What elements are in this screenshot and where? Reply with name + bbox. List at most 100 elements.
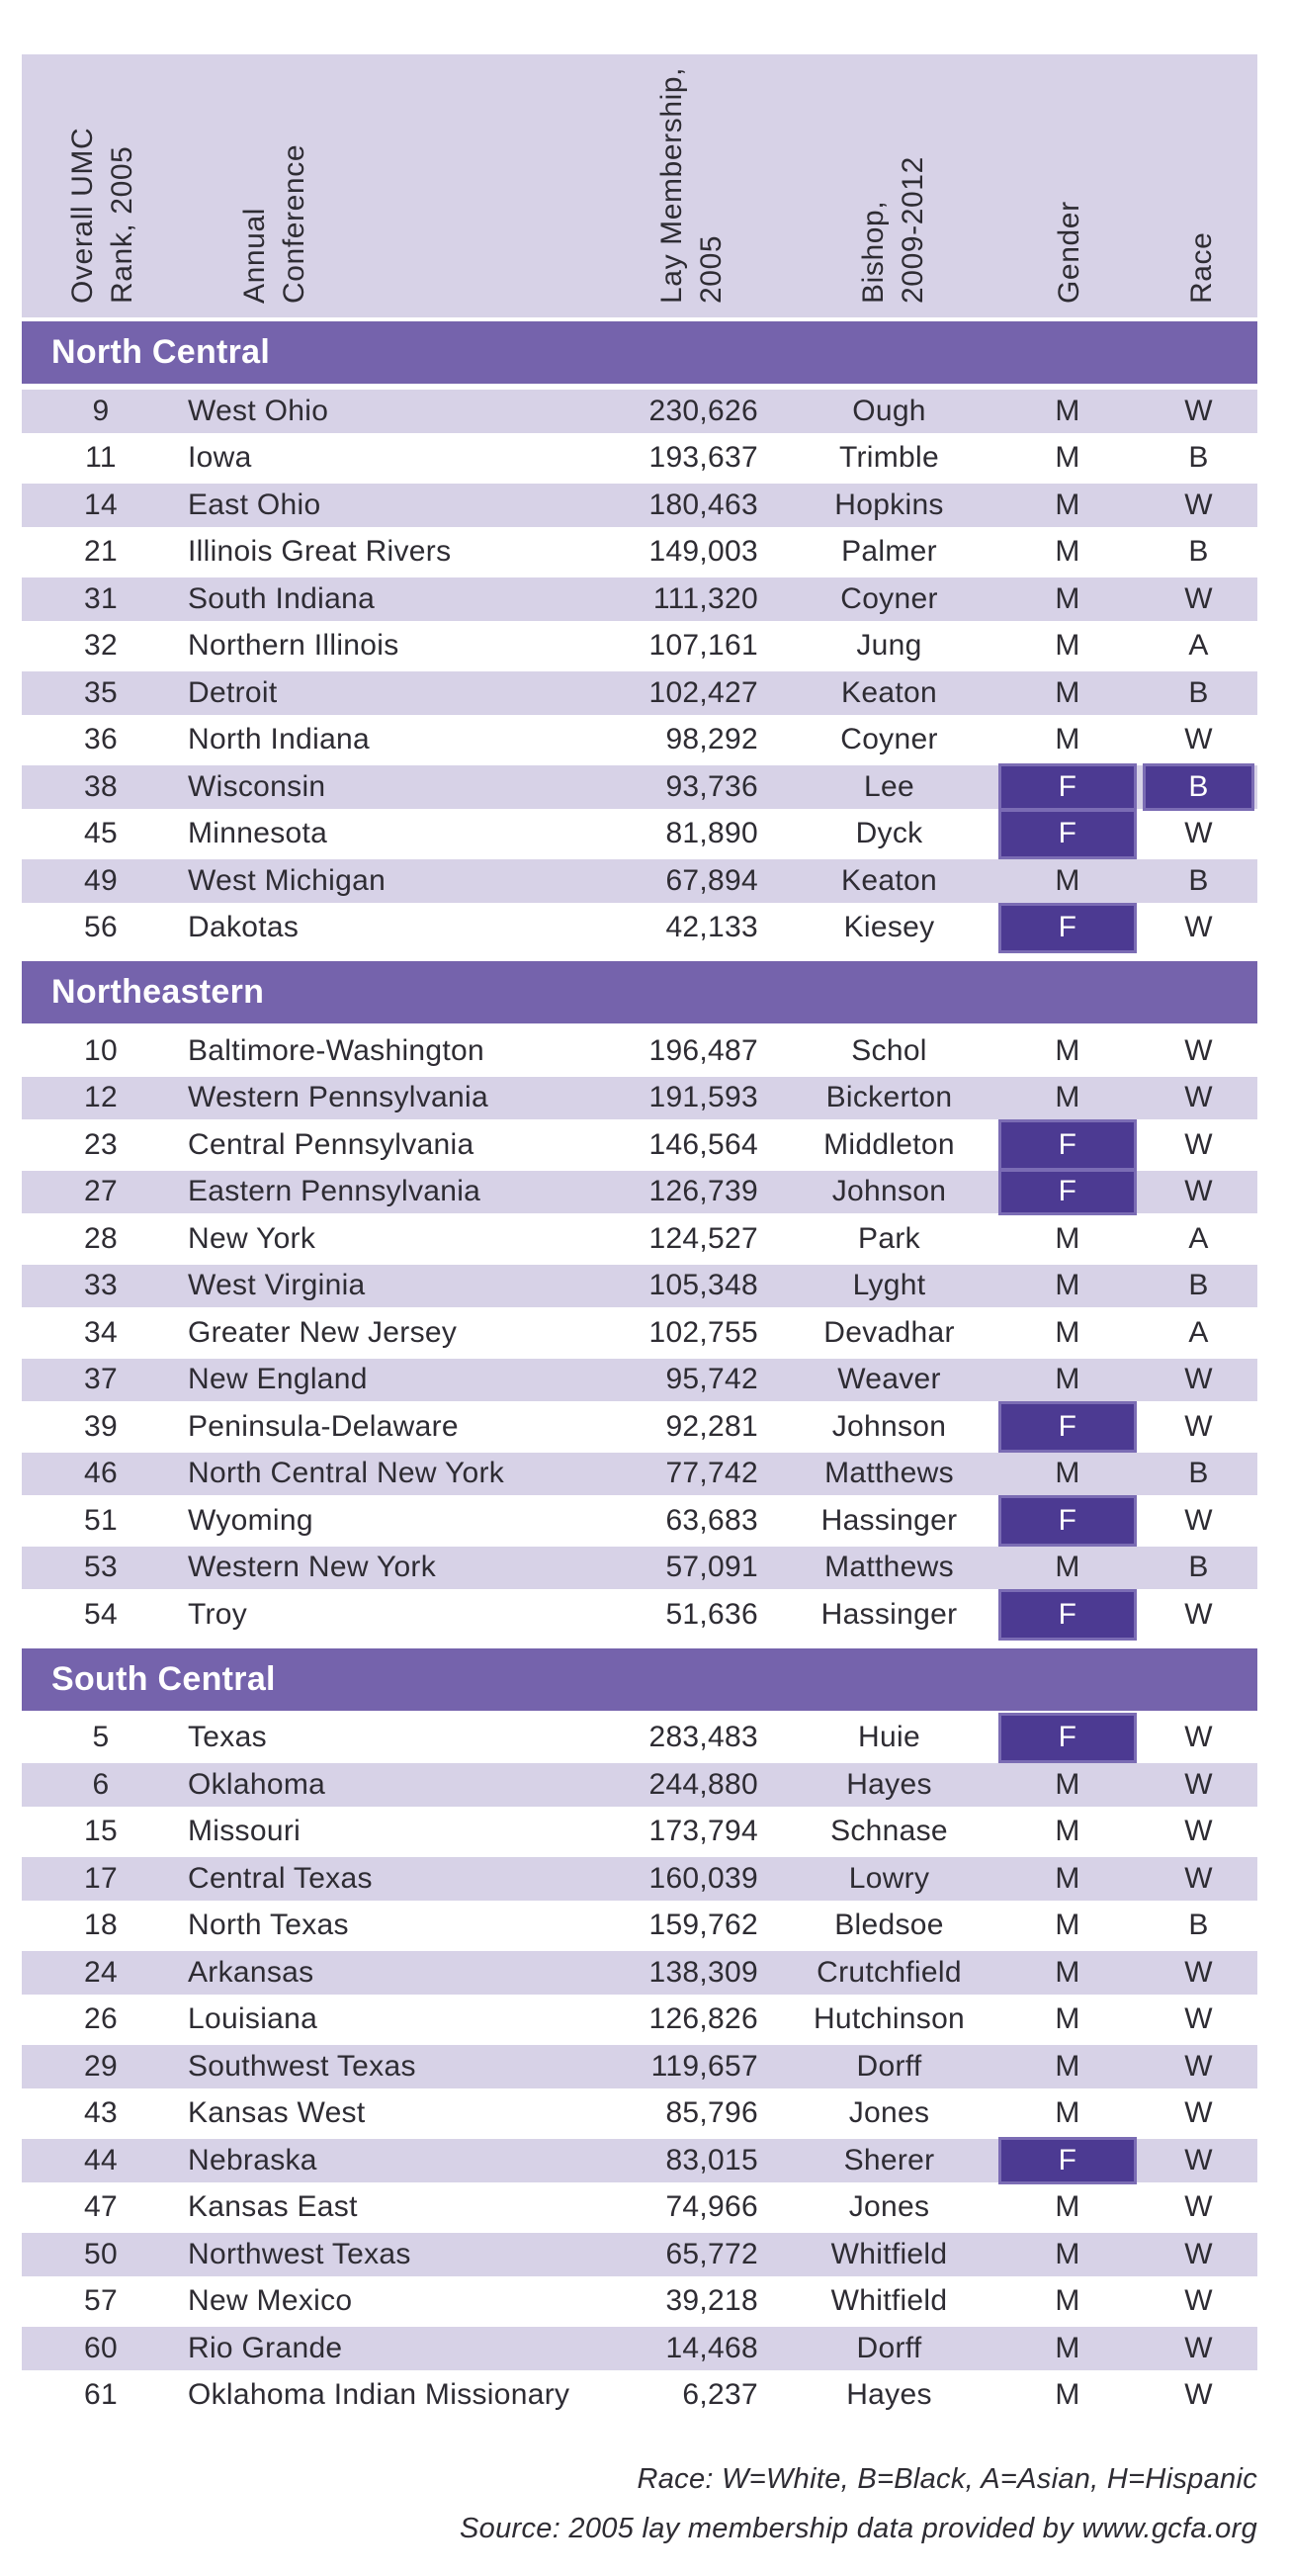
cell-race: W — [1140, 811, 1257, 858]
gender-value: M — [1055, 2049, 1080, 2083]
gender-value: M — [1055, 581, 1080, 615]
table-body: North Central 9 West Ohio 230,626 Ough M… — [22, 321, 1257, 2419]
table-row: 47 Kansas East 74,966 Jones M W — [22, 2183, 1257, 2232]
cell-conference: Western Pennsylvania — [188, 1081, 488, 1114]
cell-gender: M — [995, 1077, 1140, 1120]
cell-bishop: Hopkins — [834, 488, 944, 521]
cell-gender: M — [995, 2327, 1140, 2370]
table-row: 12 Western Pennsylvania 191,593 Bickerto… — [22, 1074, 1257, 1121]
race-value: W — [1184, 1033, 1213, 1067]
gender-value: F — [998, 763, 1137, 811]
gender-value: M — [1055, 394, 1080, 427]
cell-rank: 14 — [84, 488, 118, 521]
race-value: W — [1184, 1955, 1213, 1989]
cell-rank: 28 — [84, 1221, 118, 1255]
table-row: 28 New York 124,527 Park M A — [22, 1215, 1257, 1263]
cell-race: W — [1140, 2139, 1257, 2182]
cell-conference: Northern Illinois — [188, 629, 399, 663]
table-row: 27 Eastern Pennsylvania 126,739 Johnson … — [22, 1168, 1257, 1215]
cell-gender: M — [995, 435, 1140, 483]
gender-value: M — [1055, 535, 1080, 569]
race-value: B — [1188, 1269, 1209, 1302]
cell-race: W — [1140, 1763, 1257, 1807]
table-row: 37 New England 95,742 Weaver M W — [22, 1356, 1257, 1403]
race-value: A — [1188, 629, 1209, 663]
cell-bishop: Hayes — [846, 2378, 932, 2412]
gender-value: M — [1055, 441, 1080, 475]
cell-bishop: Schnase — [830, 1815, 948, 1848]
gender-value: M — [1055, 1909, 1080, 1942]
table-row: 53 Western New York 57,091 Matthews M B — [22, 1544, 1257, 1591]
cell-rank: 60 — [84, 2331, 118, 2364]
race-value: W — [1184, 817, 1213, 850]
race-value: B — [1143, 763, 1254, 811]
cell-bishop: Bledsoe — [834, 1909, 944, 1942]
cell-membership: 77,742 — [665, 1457, 758, 1490]
race-value: A — [1188, 1315, 1209, 1349]
cell-rank: 49 — [84, 863, 118, 897]
gender-value: M — [1055, 723, 1080, 756]
cell-gender: M — [995, 1763, 1140, 1807]
table-row: 54 Troy 51,636 Hassinger F W — [22, 1589, 1257, 1641]
gender-value: M — [1055, 1363, 1080, 1396]
cell-membership: 42,133 — [665, 911, 758, 944]
cell-membership: 65,772 — [665, 2237, 758, 2270]
cell-bishop: Crutchfield — [817, 1955, 962, 1989]
cell-rank: 26 — [84, 2002, 118, 2036]
gender-value: M — [1055, 488, 1080, 521]
cell-rank: 24 — [84, 1955, 118, 1989]
cell-conference: Northwest Texas — [188, 2237, 411, 2270]
cell-bishop: Lyght — [852, 1269, 926, 1302]
cell-bishop: Hassinger — [820, 1597, 958, 1631]
cell-bishop: Trimble — [839, 441, 939, 475]
cell-membership: 102,427 — [648, 675, 758, 709]
cell-rank: 57 — [84, 2284, 118, 2318]
cell-bishop: Dorff — [856, 2049, 922, 2083]
gender-value: M — [1055, 1033, 1080, 1067]
column-header-race: Race — [1185, 231, 1218, 304]
race-value: B — [1188, 1457, 1209, 1490]
cell-race: A — [1140, 1215, 1257, 1263]
cell-membership: 191,593 — [648, 1081, 758, 1114]
race-value: W — [1184, 1175, 1213, 1208]
gender-value: M — [1055, 2190, 1080, 2224]
cell-membership: 85,796 — [665, 2096, 758, 2130]
race-value: W — [1184, 2096, 1213, 2130]
cell-rank: 27 — [84, 1175, 118, 1208]
cell-conference: Central Texas — [188, 1861, 373, 1895]
cell-membership: 93,736 — [665, 769, 758, 803]
cell-rank: 18 — [84, 1909, 118, 1942]
cell-gender: M — [995, 484, 1140, 527]
cell-gender: M — [995, 2184, 1140, 2232]
cell-gender: F — [995, 1589, 1140, 1641]
cell-bishop: Jones — [848, 2190, 930, 2224]
cell-conference: Louisiana — [188, 2002, 318, 2036]
cell-bishop: Matthews — [824, 1457, 954, 1490]
gender-value: F — [998, 902, 1137, 953]
race-value: W — [1184, 2143, 1213, 2176]
race-value: W — [1184, 2284, 1213, 2318]
table-row: 10 Baltimore-Washington 196,487 Schol M … — [22, 1027, 1257, 1075]
source-note: Source: 2005 lay membership data provide… — [460, 2513, 1257, 2544]
race-value: W — [1184, 2237, 1213, 2270]
cell-membership: 283,483 — [648, 1721, 758, 1754]
gender-value: F — [998, 1401, 1137, 1453]
race-value: W — [1184, 581, 1213, 615]
cell-gender: F — [995, 1168, 1140, 1215]
cell-bishop: Devadhar — [823, 1315, 955, 1349]
cell-gender: F — [995, 1712, 1140, 1763]
cell-membership: 107,161 — [648, 629, 758, 663]
cell-conference: Texas — [188, 1721, 267, 1754]
section-rows: 5 Texas 283,483 Huie F W 6 Oklahoma 244,… — [22, 1712, 1257, 2419]
cell-race: B — [1140, 529, 1257, 577]
race-value: B — [1188, 535, 1209, 569]
cell-race: B — [1140, 763, 1257, 811]
cell-conference: Eastern Pennsylvania — [188, 1175, 481, 1208]
cell-gender: F — [995, 2137, 1140, 2184]
cell-race: B — [1140, 1265, 1257, 1308]
cell-conference: Minnesota — [188, 817, 328, 850]
cell-conference: North Central New York — [188, 1457, 505, 1490]
cell-race: B — [1140, 671, 1257, 715]
cell-membership: 67,894 — [665, 863, 758, 897]
cell-gender: F — [995, 763, 1140, 811]
